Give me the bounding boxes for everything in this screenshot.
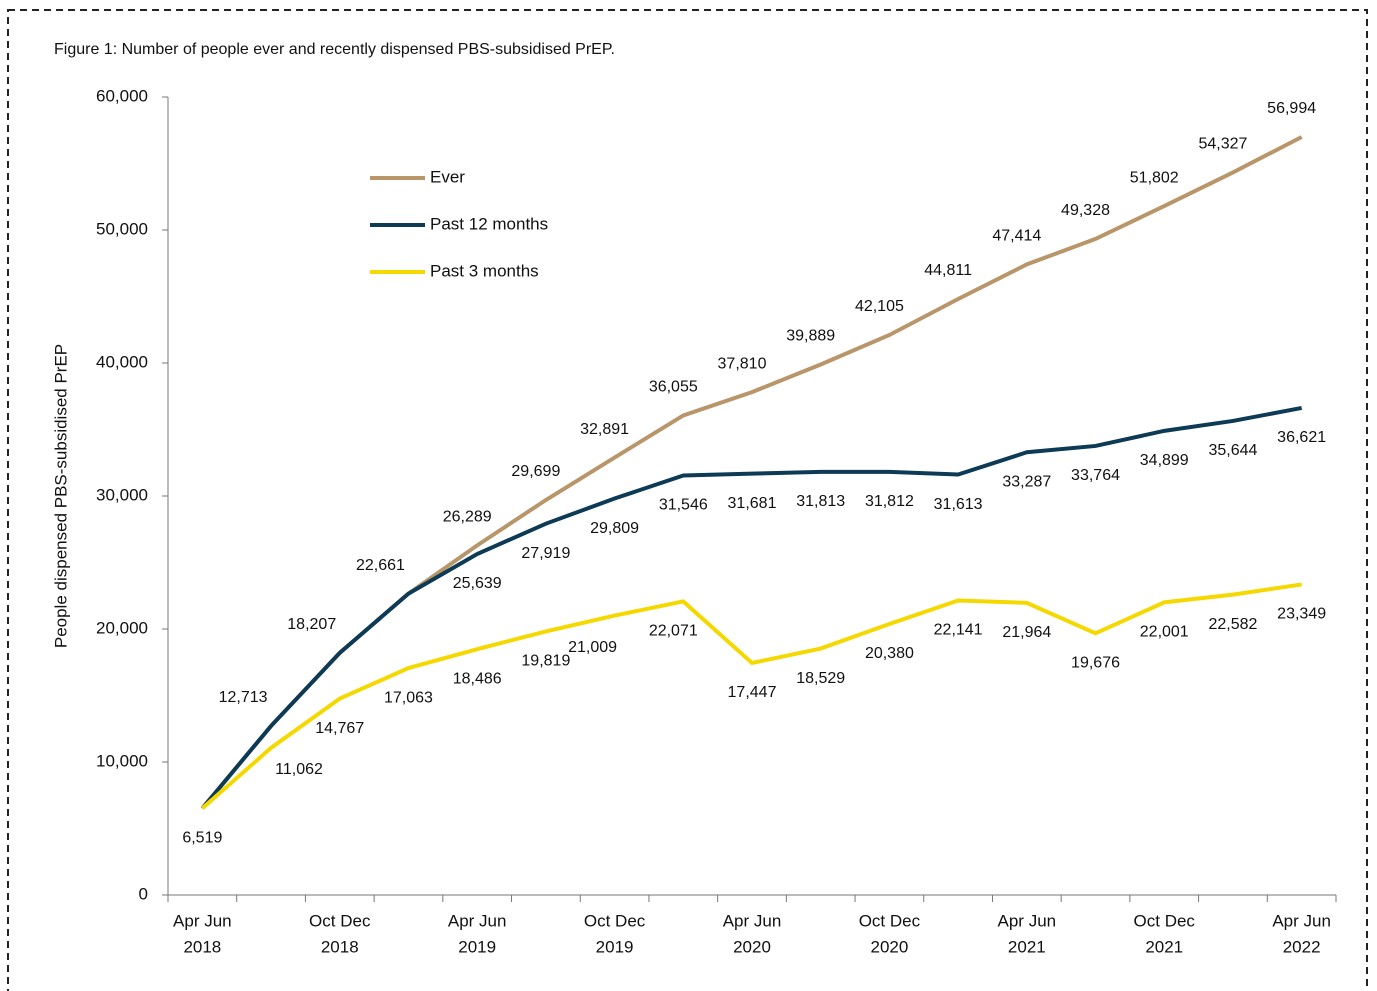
data-label: 17,063 bbox=[384, 689, 433, 706]
data-label: 18,529 bbox=[796, 670, 845, 687]
data-label: 31,613 bbox=[934, 496, 983, 513]
data-label: 42,105 bbox=[855, 298, 904, 315]
data-label: 17,447 bbox=[728, 684, 777, 701]
y-tick-label: 20,000 bbox=[96, 618, 148, 637]
data-label: 23,349 bbox=[1277, 606, 1326, 623]
data-label: 39,889 bbox=[786, 328, 835, 345]
x-tick-label: 2021 bbox=[1008, 937, 1046, 956]
data-label: 12,713 bbox=[219, 689, 268, 706]
x-tick-label: Oct Dec bbox=[309, 911, 371, 930]
data-label: 36,621 bbox=[1277, 429, 1326, 446]
data-label: 14,767 bbox=[315, 720, 364, 737]
x-tick-label: 2019 bbox=[596, 937, 634, 956]
y-tick-label: 60,000 bbox=[96, 86, 148, 105]
data-label: 27,919 bbox=[521, 545, 570, 562]
data-label: 51,802 bbox=[1130, 169, 1179, 186]
data-label: 29,809 bbox=[590, 520, 639, 537]
x-tick-label: Apr Jun bbox=[173, 911, 232, 930]
x-tick-label: Oct Dec bbox=[1134, 911, 1196, 930]
data-label: 19,676 bbox=[1071, 655, 1120, 672]
data-label: 32,891 bbox=[580, 421, 629, 438]
data-label: 47,414 bbox=[992, 228, 1041, 245]
data-label: 19,819 bbox=[521, 653, 570, 670]
data-label: 31,546 bbox=[659, 497, 708, 514]
data-label: 29,699 bbox=[511, 463, 560, 480]
data-label: 21,964 bbox=[1002, 624, 1051, 641]
x-tick-label: Apr Jun bbox=[998, 911, 1057, 930]
x-tick-label: Oct Dec bbox=[859, 911, 921, 930]
data-label: 20,380 bbox=[865, 645, 914, 662]
x-tick-label: 2020 bbox=[870, 937, 908, 956]
x-tick-label: 2018 bbox=[321, 937, 359, 956]
data-label: 31,812 bbox=[865, 493, 914, 510]
chart-title: Figure 1: Number of people ever and rece… bbox=[54, 41, 615, 58]
y-tick-label: 10,000 bbox=[96, 751, 148, 770]
data-label: 21,009 bbox=[568, 639, 617, 656]
data-label: 33,764 bbox=[1071, 467, 1120, 484]
y-tick-label: 50,000 bbox=[96, 219, 148, 238]
data-label: 22,071 bbox=[649, 623, 698, 640]
line bbox=[200, 405, 1303, 810]
data-label: 49,328 bbox=[1061, 202, 1110, 219]
data-label: 54,327 bbox=[1198, 136, 1247, 153]
data-label: 22,582 bbox=[1208, 616, 1257, 633]
data-label: 33,287 bbox=[1002, 474, 1051, 491]
x-tick-label: 2021 bbox=[1145, 937, 1183, 956]
data-label: 34,899 bbox=[1140, 452, 1189, 469]
x-tick-label: Apr Jun bbox=[723, 911, 782, 930]
data-label: 31,681 bbox=[728, 495, 777, 512]
data-label: 18,207 bbox=[287, 616, 336, 633]
y-tick-label: 40,000 bbox=[96, 352, 148, 371]
legend-label: Past 3 months bbox=[430, 261, 539, 280]
data-label: 44,811 bbox=[924, 262, 972, 279]
data-label: 36,055 bbox=[649, 379, 698, 396]
x-tick-label: Apr Jun bbox=[448, 911, 507, 930]
data-label: 11,062 bbox=[275, 761, 323, 778]
data-label: 56,994 bbox=[1267, 100, 1316, 117]
x-tick-label: 2019 bbox=[458, 937, 496, 956]
data-label: 31,813 bbox=[796, 493, 845, 510]
x-tick-label: Apr Jun bbox=[1272, 911, 1331, 930]
data-label: 18,486 bbox=[453, 670, 502, 687]
data-label: 22,661 bbox=[356, 557, 405, 574]
line bbox=[201, 582, 1302, 810]
y-tick-label: 0 bbox=[139, 884, 148, 903]
x-tick-label: Oct Dec bbox=[584, 911, 646, 930]
x-tick-label: 2022 bbox=[1283, 937, 1321, 956]
y-tick-label: 30,000 bbox=[96, 485, 148, 504]
data-label: 37,810 bbox=[718, 355, 767, 372]
x-tick-label: 2020 bbox=[733, 937, 771, 956]
data-label: 22,001 bbox=[1140, 624, 1189, 641]
data-label: 22,141 bbox=[934, 622, 983, 639]
x-tick-label: 2018 bbox=[183, 937, 221, 956]
data-label: 6,519 bbox=[182, 830, 222, 847]
data-label: 25,639 bbox=[453, 575, 502, 592]
border bbox=[7, 9, 1368, 991]
data-label: 26,289 bbox=[443, 509, 492, 526]
legend-label: Ever bbox=[430, 167, 465, 186]
y-axis-label: People dispensed PBS-subsidised PrEP bbox=[51, 344, 70, 648]
data-label: 35,644 bbox=[1208, 442, 1257, 459]
legend-label: Past 12 months bbox=[430, 214, 548, 233]
